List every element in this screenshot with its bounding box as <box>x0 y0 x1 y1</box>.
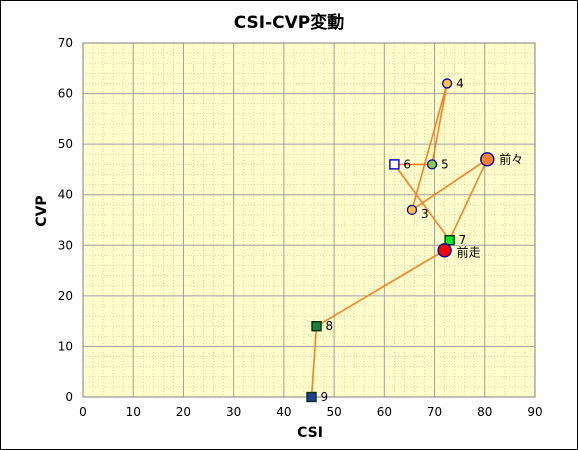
y-tick-label: 40 <box>58 188 73 202</box>
x-axis-label: CSI <box>297 425 323 441</box>
x-tick-label: 20 <box>176 405 191 419</box>
data-point-label: 6 <box>403 157 411 171</box>
data-point <box>426 159 438 170</box>
y-tick-label: 0 <box>65 390 73 404</box>
data-point-label: 4 <box>456 76 464 90</box>
x-tick-label: 90 <box>527 405 542 419</box>
data-point-label: 前走 <box>457 244 481 259</box>
data-point-large <box>480 152 495 167</box>
x-tick-label: 80 <box>477 405 492 419</box>
data-point-square <box>311 321 322 332</box>
y-tick-label: 60 <box>58 87 73 101</box>
data-point-square <box>444 235 455 246</box>
y-tick-label: 10 <box>58 339 73 353</box>
data-point-label: 前々 <box>499 151 523 166</box>
data-point-label: 8 <box>326 319 334 333</box>
x-tick-label: 40 <box>276 405 291 419</box>
data-point-label: 7 <box>459 233 467 247</box>
x-tick-label: 10 <box>126 405 141 419</box>
chart-title: CSI-CVP変動 <box>233 13 345 33</box>
data-point-label: 3 <box>421 207 429 221</box>
x-tick-label: 0 <box>79 405 87 419</box>
data-point-square <box>389 159 400 170</box>
data-point-label: 5 <box>441 157 449 171</box>
x-tick-label: 70 <box>427 405 442 419</box>
x-tick-label: 50 <box>326 405 341 419</box>
data-point-label: 9 <box>321 390 329 404</box>
plot-area <box>83 43 535 397</box>
data-point-large <box>437 243 452 258</box>
data-point <box>406 204 418 216</box>
y-tick-label: 30 <box>58 238 73 252</box>
y-tick-label: 50 <box>58 137 73 151</box>
y-tick-label: 70 <box>58 36 73 50</box>
data-point-square <box>306 391 317 403</box>
x-tick-label: 30 <box>226 405 241 419</box>
data-point <box>441 78 453 89</box>
x-tick-label: 60 <box>377 405 392 419</box>
y-tick-label: 20 <box>58 289 73 303</box>
